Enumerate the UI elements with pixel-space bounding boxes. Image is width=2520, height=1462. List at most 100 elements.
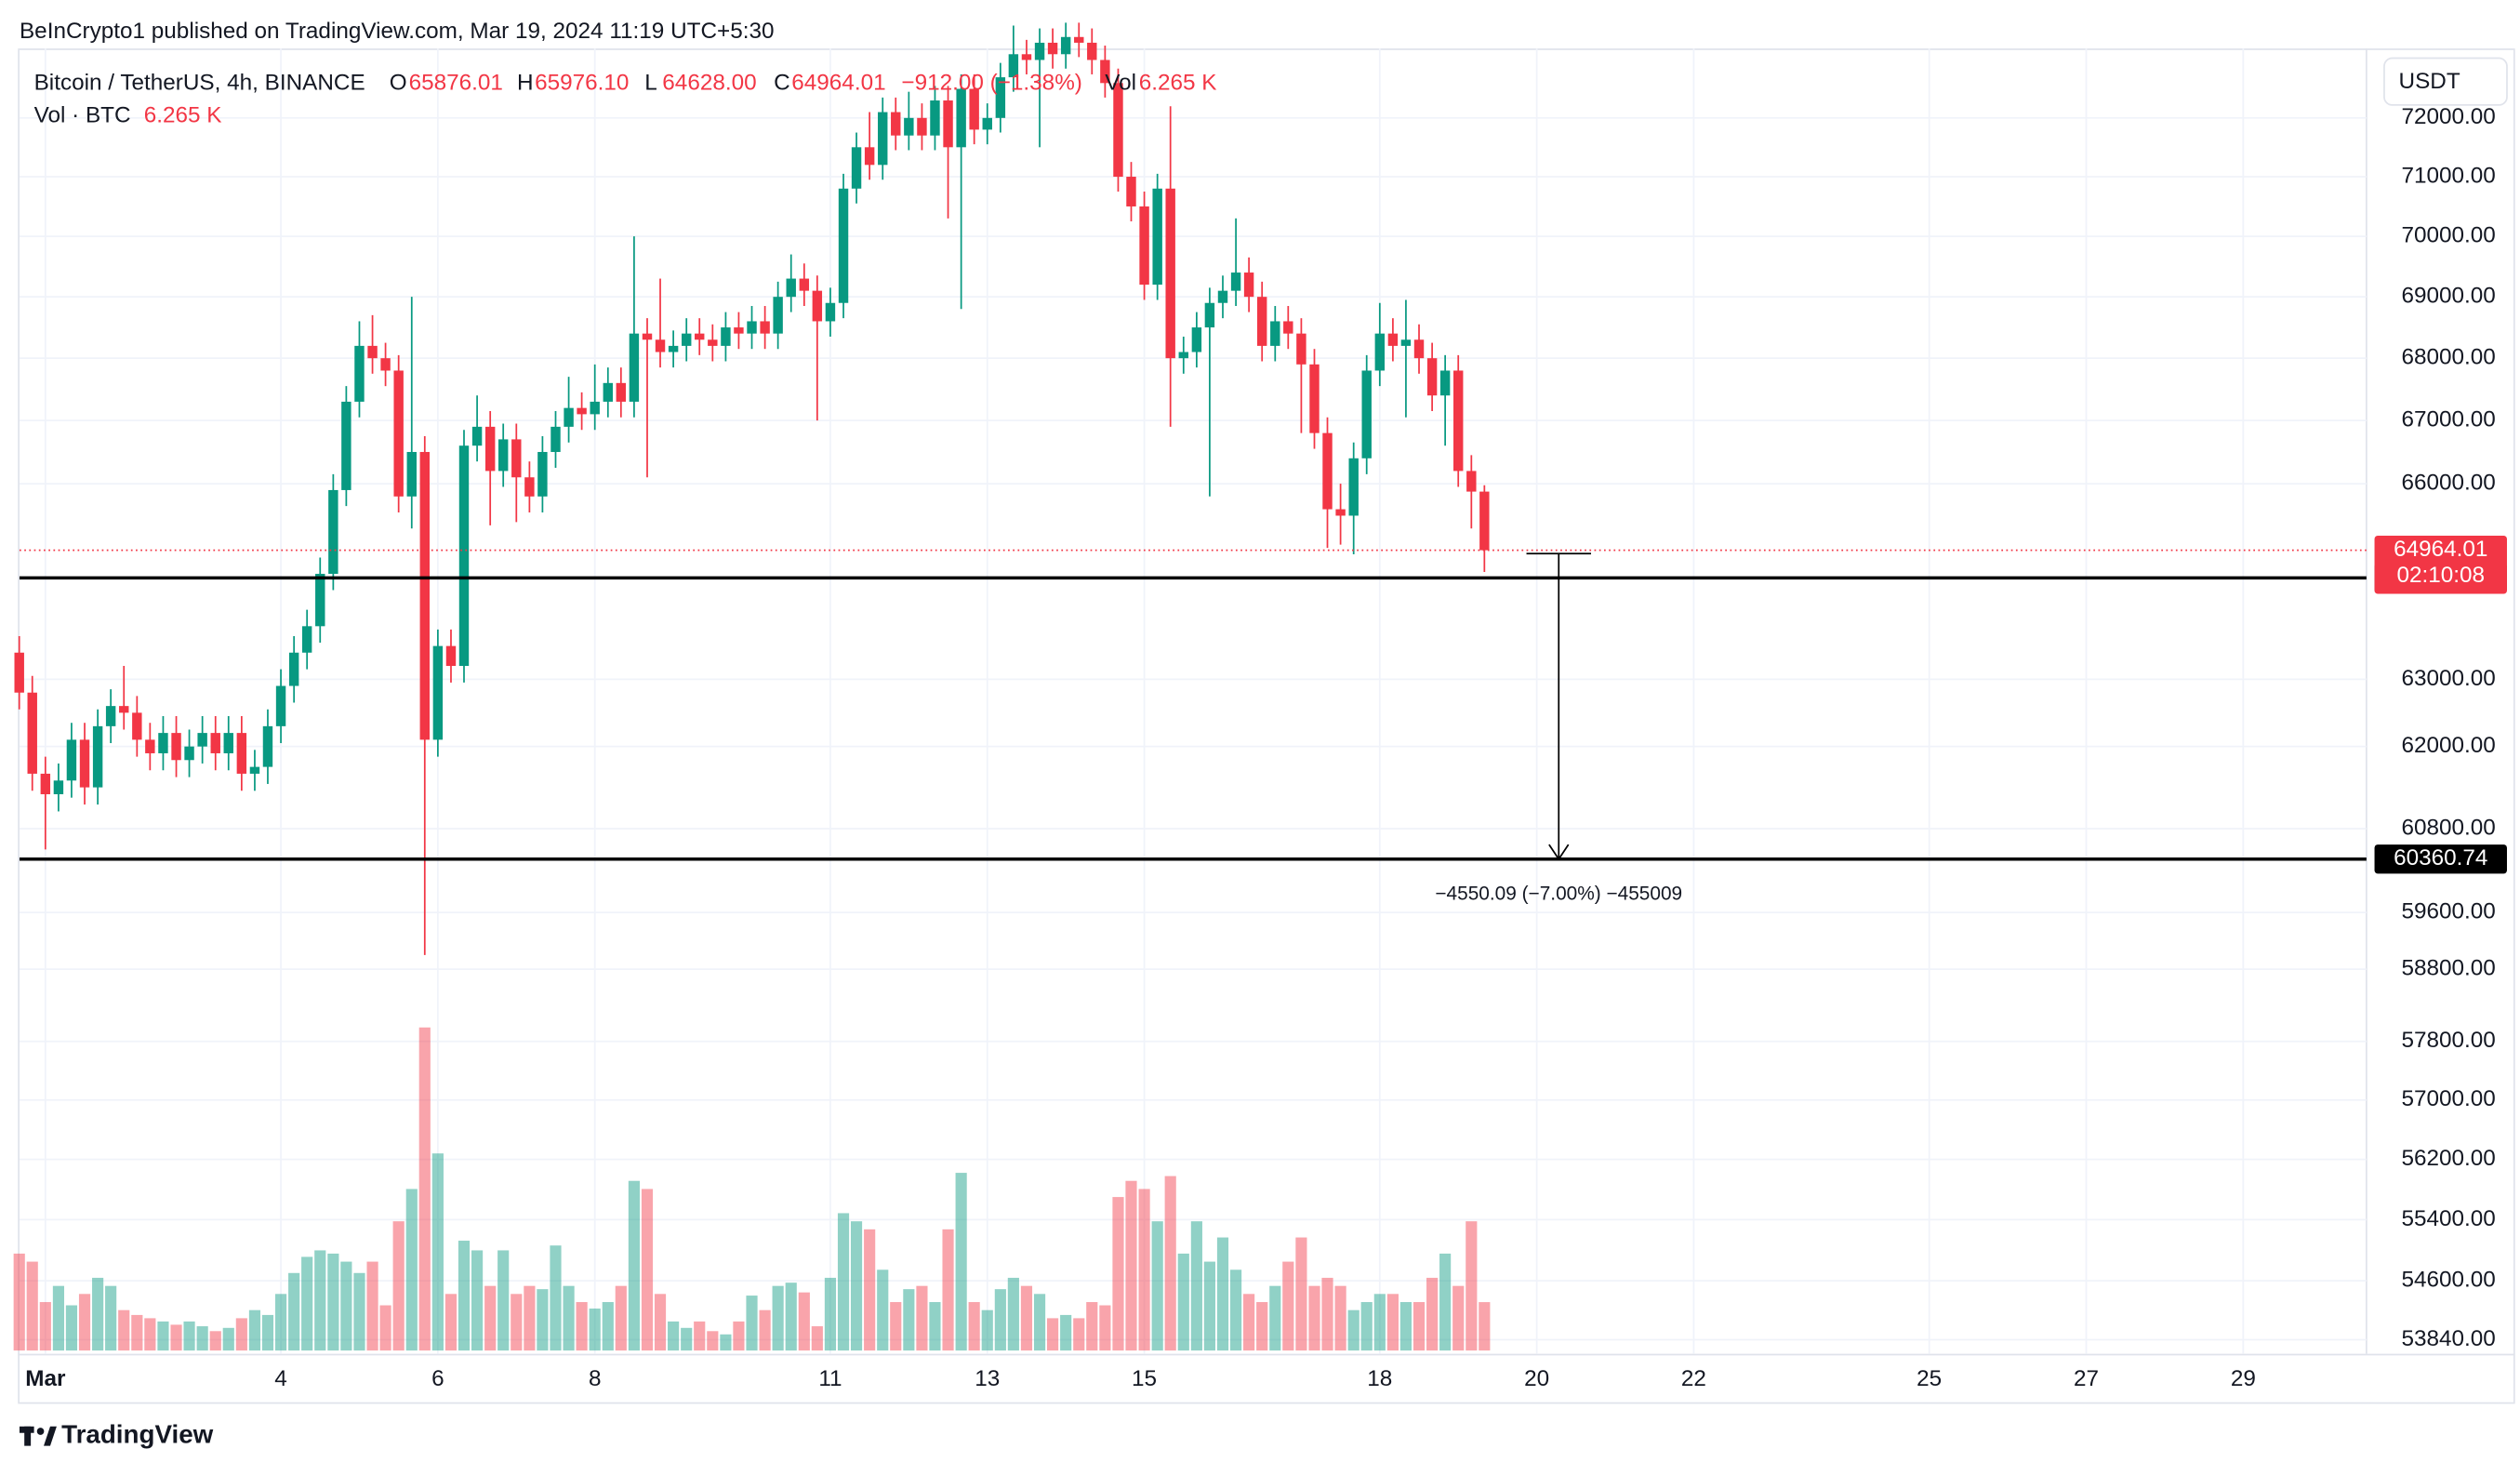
volume-bar <box>484 1285 497 1351</box>
candle-body <box>681 333 692 346</box>
level-label: 60360.74 <box>2394 845 2487 871</box>
volume-bar <box>563 1285 575 1351</box>
volume-bar <box>379 1305 391 1351</box>
x-tick-label: 20 <box>1524 1366 1549 1391</box>
x-tick-label: 25 <box>1917 1366 1942 1391</box>
candle-body <box>511 439 522 478</box>
candle-body <box>773 297 783 334</box>
volume-bar <box>235 1318 247 1351</box>
volume-bar <box>850 1221 863 1351</box>
plot: −4550.09 (−7.00%) −455009 <box>13 22 2367 1354</box>
candle-body <box>367 345 378 359</box>
y-tick-label: 62000.00 <box>2401 733 2495 758</box>
candle-body <box>1348 458 1359 516</box>
legend-value: 64964.01 <box>791 71 885 96</box>
candle-body <box>956 88 966 148</box>
volume-bar <box>811 1326 823 1351</box>
candle-body <box>40 773 51 794</box>
volume-bar <box>942 1229 954 1351</box>
legend-key: H <box>517 71 534 96</box>
currency-button[interactable] <box>2383 57 2508 106</box>
volume-bar <box>1360 1302 1373 1351</box>
candle-body <box>158 733 168 753</box>
candle-body <box>760 321 770 334</box>
volume-bar <box>1020 1285 1033 1351</box>
legend-change: −912.00 (−1.38%) <box>901 71 1082 96</box>
x-tick-label: 4 <box>274 1366 287 1391</box>
volume-bar <box>1086 1302 1098 1351</box>
volume-bar <box>1230 1269 1242 1351</box>
candle-body <box>655 339 666 352</box>
candle-body <box>497 439 509 472</box>
legend-key: Vol <box>1105 71 1136 96</box>
candle-body <box>1165 188 1175 359</box>
volume-bar <box>1216 1237 1229 1351</box>
volume-bar <box>274 1294 287 1351</box>
y-tick-label: 63000.00 <box>2401 666 2495 691</box>
candle-body <box>236 733 247 774</box>
candle-body <box>969 88 979 130</box>
candle-body <box>1191 327 1202 352</box>
candle-body <box>197 733 207 747</box>
legend-value: 6.265 K <box>1139 71 1217 96</box>
volume-bar <box>1452 1285 1465 1351</box>
volume-bar <box>837 1213 850 1351</box>
volume-bar <box>458 1241 471 1351</box>
candle-body <box>275 685 286 726</box>
volume-bar <box>183 1321 195 1351</box>
volume-bar <box>301 1256 313 1351</box>
candle-body <box>484 426 496 472</box>
candle-body <box>1400 339 1412 346</box>
candle-body <box>864 147 875 166</box>
volume-bar <box>981 1309 993 1351</box>
y-tick-label: 53840.00 <box>2401 1326 2495 1351</box>
measure-arrow <box>1548 844 1570 861</box>
candle-body <box>943 100 953 148</box>
volume-bar <box>589 1309 601 1351</box>
volume-bar <box>654 1294 667 1351</box>
candle-body <box>105 706 116 726</box>
candle-body <box>1426 358 1438 396</box>
candle-body <box>642 333 653 340</box>
candle-body <box>223 733 233 753</box>
volume-bar <box>746 1296 758 1351</box>
candle-body <box>1204 302 1215 328</box>
volume-bar <box>615 1285 627 1351</box>
volume-bar <box>118 1309 130 1351</box>
volume-bar <box>1151 1221 1163 1351</box>
candle-body <box>1243 272 1254 298</box>
volume-bar <box>1256 1302 1268 1351</box>
brand: TradingView <box>61 1420 214 1449</box>
volume-bar <box>576 1302 588 1351</box>
volume-bar <box>144 1318 156 1351</box>
volume-bar <box>1099 1305 1111 1351</box>
candle-body <box>393 370 404 497</box>
candle-body <box>668 345 679 352</box>
candle-body <box>695 333 705 340</box>
candle-body <box>445 645 457 667</box>
candle-body <box>354 345 365 402</box>
volume-bar <box>431 1153 444 1351</box>
volume-bar <box>1282 1261 1294 1351</box>
volume-bar <box>1138 1189 1150 1351</box>
volume-bar <box>720 1334 732 1351</box>
last-price-label: 64964.01 <box>2394 537 2487 562</box>
volume-bar <box>340 1261 352 1351</box>
x-tick-label: 13 <box>975 1366 1000 1391</box>
candle-body <box>184 746 194 761</box>
countdown: 02:10:08 <box>2396 563 2485 588</box>
y-tick-label: 55400.00 <box>2401 1206 2495 1231</box>
candle-body <box>1296 333 1306 365</box>
volume-bar <box>26 1261 38 1351</box>
candle-body <box>119 706 129 713</box>
candle-body <box>1178 352 1188 359</box>
candle-body <box>210 733 220 753</box>
volume-bar <box>1466 1221 1478 1351</box>
candle-body <box>590 401 600 415</box>
frame <box>18 48 2515 1404</box>
volume-bar <box>628 1180 640 1351</box>
y-tick-label: 57800.00 <box>2401 1028 2495 1053</box>
volume-bar <box>1399 1302 1413 1351</box>
volume-bar <box>288 1272 300 1351</box>
currency[interactable]: USDT <box>2399 69 2460 94</box>
